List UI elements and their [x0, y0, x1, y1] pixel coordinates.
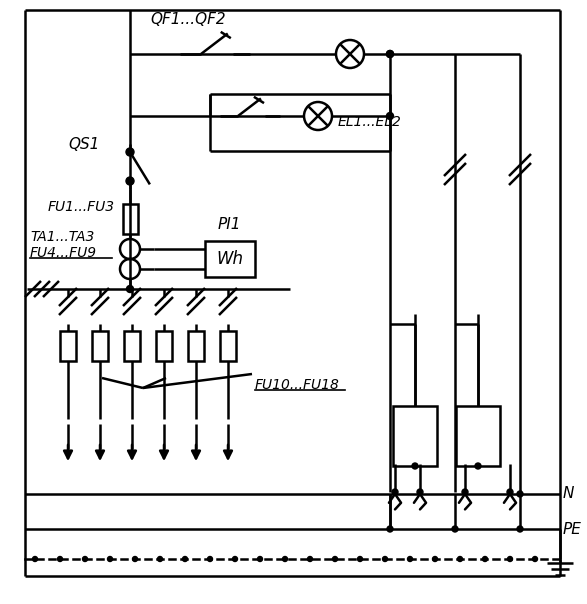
Text: Wh: Wh [217, 250, 244, 268]
Circle shape [126, 148, 134, 156]
Circle shape [412, 463, 418, 469]
Circle shape [357, 556, 363, 562]
Circle shape [32, 556, 38, 562]
Circle shape [407, 556, 413, 562]
Text: PE: PE [563, 521, 582, 536]
Circle shape [332, 556, 338, 562]
Text: FU1...FU3: FU1...FU3 [48, 200, 115, 214]
Circle shape [475, 463, 481, 469]
Circle shape [183, 556, 187, 562]
Circle shape [532, 556, 538, 562]
Bar [188, 331, 204, 361]
Circle shape [308, 556, 312, 562]
Text: FU4...FU9: FU4...FU9 [30, 246, 97, 260]
Circle shape [58, 556, 62, 562]
Text: FU10...FU18: FU10...FU18 [255, 378, 340, 392]
Bar [123, 204, 137, 234]
Circle shape [517, 491, 523, 497]
Circle shape [462, 489, 468, 495]
Circle shape [157, 556, 163, 562]
Circle shape [207, 556, 212, 562]
Bar [156, 331, 172, 361]
Text: PI1: PI1 [218, 217, 241, 232]
Circle shape [107, 556, 113, 562]
Circle shape [127, 286, 133, 292]
Bar [92, 331, 108, 361]
Bar [60, 331, 76, 361]
Circle shape [83, 556, 87, 562]
Circle shape [508, 556, 512, 562]
Circle shape [457, 556, 463, 562]
Circle shape [483, 556, 487, 562]
Circle shape [258, 556, 262, 562]
Circle shape [232, 556, 238, 562]
Circle shape [433, 556, 437, 562]
Circle shape [392, 489, 398, 495]
Bar [124, 331, 140, 361]
Bar [220, 331, 236, 361]
Circle shape [386, 112, 393, 120]
Bar [456, 406, 500, 466]
Circle shape [383, 556, 387, 562]
Circle shape [452, 526, 458, 532]
Bar [205, 241, 255, 277]
Circle shape [417, 489, 423, 495]
Text: EL1...EL2: EL1...EL2 [338, 115, 402, 129]
Circle shape [387, 526, 393, 532]
Text: N: N [563, 486, 574, 501]
Circle shape [386, 51, 393, 57]
Circle shape [282, 556, 288, 562]
Bar [393, 406, 437, 466]
Circle shape [386, 51, 393, 57]
Text: TA1...TA3: TA1...TA3 [30, 230, 95, 244]
Circle shape [133, 556, 137, 562]
Text: QS1: QS1 [68, 137, 99, 152]
Text: QF1...QF2: QF1...QF2 [150, 12, 225, 27]
Circle shape [507, 489, 513, 495]
Circle shape [126, 177, 134, 185]
Circle shape [517, 526, 523, 532]
